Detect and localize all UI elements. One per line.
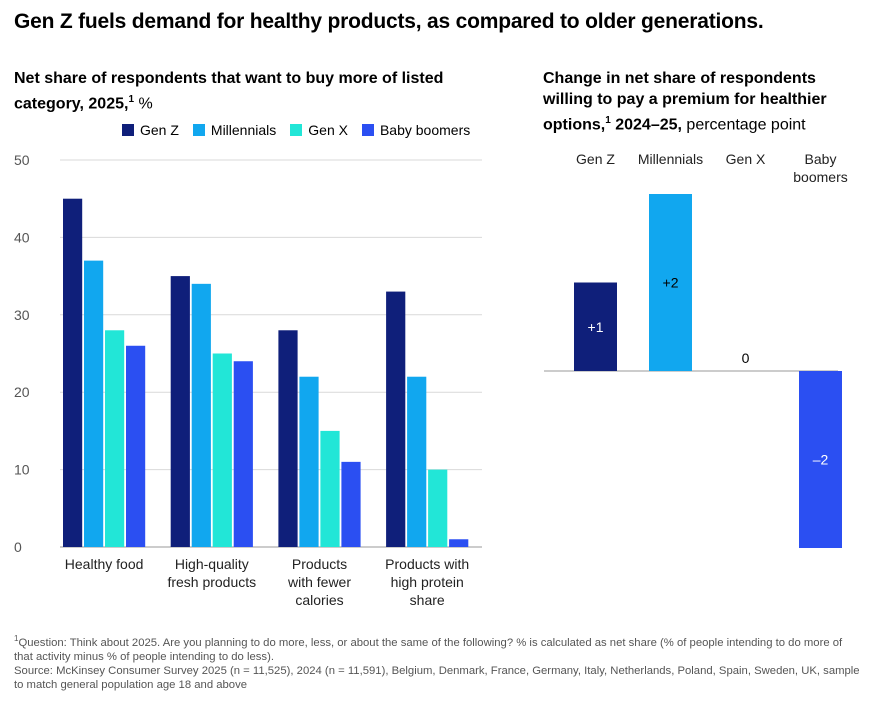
footnote-question-text: Question: Think about 2025. Are you plan… bbox=[14, 636, 843, 663]
page-title: Gen Z fuels demand for healthy products,… bbox=[14, 10, 764, 33]
right-subtitle-unit: percentage point bbox=[681, 116, 806, 134]
bar-millennials bbox=[191, 283, 211, 547]
bar-gen-x bbox=[428, 469, 448, 547]
left-bar-chart: 0 10 20 30 40 50 Healthy food High-quality fresh… bbox=[14, 152, 482, 608]
bar-baby-boomers bbox=[449, 539, 469, 547]
category-header: Gen Z bbox=[576, 151, 615, 167]
data-label: –2 bbox=[813, 452, 829, 468]
right-subtitle-footnote-ref: 1 bbox=[605, 115, 611, 126]
bar-gen-z bbox=[170, 276, 190, 547]
x-category-label: High-quality bbox=[175, 556, 249, 572]
category-header: Baby bbox=[805, 151, 837, 167]
bar-baby-boomers bbox=[341, 461, 361, 547]
y-tick-label: 10 bbox=[14, 462, 30, 478]
footnote-marker: 1 bbox=[14, 634, 19, 643]
bar-millennials bbox=[407, 376, 427, 547]
y-tick-label: 40 bbox=[14, 229, 30, 245]
right-chart-subtitle: Change in net share of respondents willi… bbox=[543, 68, 863, 135]
x-category-label: Healthy food bbox=[65, 556, 144, 572]
legend-label-gen-x: Gen X bbox=[308, 122, 348, 138]
x-category-label: with fewer bbox=[287, 574, 351, 590]
bar-millennials bbox=[649, 194, 692, 371]
legend-label-millennials: Millennials bbox=[210, 122, 277, 138]
x-category-label: Products bbox=[292, 556, 347, 572]
footnote-question: 1Question: Think about 2025. Are you pla… bbox=[14, 632, 864, 664]
bar-millennials bbox=[84, 260, 104, 547]
right-bar-chart: Gen Z +1 Millennials +2 Gen X 0 Baby boomers –2 bbox=[544, 151, 848, 548]
y-tick-label: 30 bbox=[14, 307, 30, 323]
left-chart-subtitle: Net share of respondents that want to bu… bbox=[14, 68, 494, 114]
x-category-label: calories bbox=[295, 592, 343, 608]
footnote: 1Question: Think about 2025. Are you pla… bbox=[14, 632, 864, 692]
x-category-label: fresh products bbox=[167, 574, 256, 590]
category-header: Gen X bbox=[726, 151, 766, 167]
data-label: +2 bbox=[663, 275, 679, 291]
bar-gen-z bbox=[278, 330, 298, 547]
right-subtitle-years: 2024–25, bbox=[610, 116, 682, 134]
left-subtitle-text: Net share of respondents that want to bu… bbox=[14, 70, 444, 113]
y-tick-label: 20 bbox=[14, 384, 30, 400]
bar-baby-boomers bbox=[126, 345, 146, 547]
legend-item-baby-boomers: Baby boomers bbox=[361, 122, 471, 138]
category-header: Millennials bbox=[638, 151, 703, 167]
bar-millennials bbox=[299, 376, 319, 547]
data-label: 0 bbox=[742, 350, 750, 366]
legend-swatch-baby-boomers bbox=[361, 124, 374, 136]
data-label: +1 bbox=[588, 319, 604, 335]
bar-gen-z bbox=[574, 282, 617, 371]
legend-swatch-gen-x bbox=[290, 124, 303, 136]
footnote-source: Source: McKinsey Consumer Survey 2025 (n… bbox=[14, 664, 860, 691]
x-category-label: share bbox=[410, 592, 445, 608]
bar-baby-boomers bbox=[799, 371, 842, 548]
x-category-label: high protein bbox=[391, 574, 464, 590]
bar-baby-boomers bbox=[233, 361, 253, 547]
y-tick-label: 0 bbox=[14, 539, 22, 555]
bar-gen-z bbox=[63, 198, 83, 547]
bar-gen-x bbox=[105, 330, 125, 547]
right-subtitle-text: Change in net share of respondents willi… bbox=[543, 70, 827, 134]
bar-gen-z bbox=[386, 291, 406, 547]
x-category-label: Products with bbox=[385, 556, 469, 572]
legend-item-millennials: Millennials bbox=[192, 122, 277, 138]
legend-item-gen-x: Gen X bbox=[290, 122, 348, 138]
bar-gen-x bbox=[212, 353, 232, 547]
legend-label-baby-boomers: Baby boomers bbox=[379, 122, 471, 138]
category-header: boomers bbox=[793, 169, 847, 185]
legend-swatch-gen-z bbox=[122, 124, 134, 136]
bar-gen-x bbox=[320, 430, 340, 547]
legend-label-gen-z: Gen Z bbox=[140, 122, 179, 138]
legend-item-gen-z: Gen Z bbox=[122, 122, 179, 138]
left-subtitle-footnote-ref: 1 bbox=[128, 94, 134, 105]
y-tick-label: 50 bbox=[14, 152, 30, 168]
legend-swatch-millennials bbox=[192, 124, 205, 136]
chart-legend: Gen Z Millennials Gen X Baby boomers bbox=[122, 122, 470, 138]
left-subtitle-unit: % bbox=[134, 95, 153, 113]
